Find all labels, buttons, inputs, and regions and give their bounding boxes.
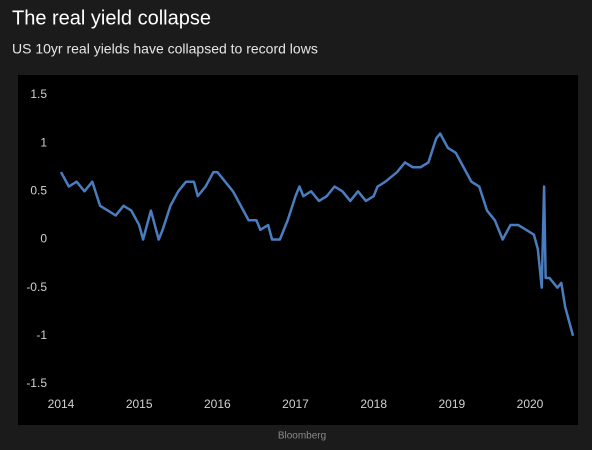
x-tick-label: 2018 [360,397,387,411]
x-tick-label: 2016 [204,397,231,411]
y-tick-label: 1.5 [30,87,47,101]
y-tick-label: -1 [36,328,47,342]
chart-subtitle: US 10yr real yields have collapsed to re… [12,41,318,57]
y-tick-label: 0 [40,232,47,246]
data-line [59,132,575,337]
y-tick-label: 0.5 [30,184,47,198]
x-tick-label: 2020 [517,397,544,411]
source: Bloomberg [278,431,326,442]
plot-background [18,75,578,425]
x-tick-label: 2017 [282,397,309,411]
y-tick-label: 1 [40,135,47,149]
x-tick-label: 2015 [126,397,153,411]
x-tick-label: 2019 [438,397,465,411]
y-tick-label: -0.5 [26,280,47,294]
y-tick-label: -1.5 [26,376,47,390]
x-tick-label: 2014 [48,397,75,411]
chart-title: The real yield collapse [12,7,211,29]
